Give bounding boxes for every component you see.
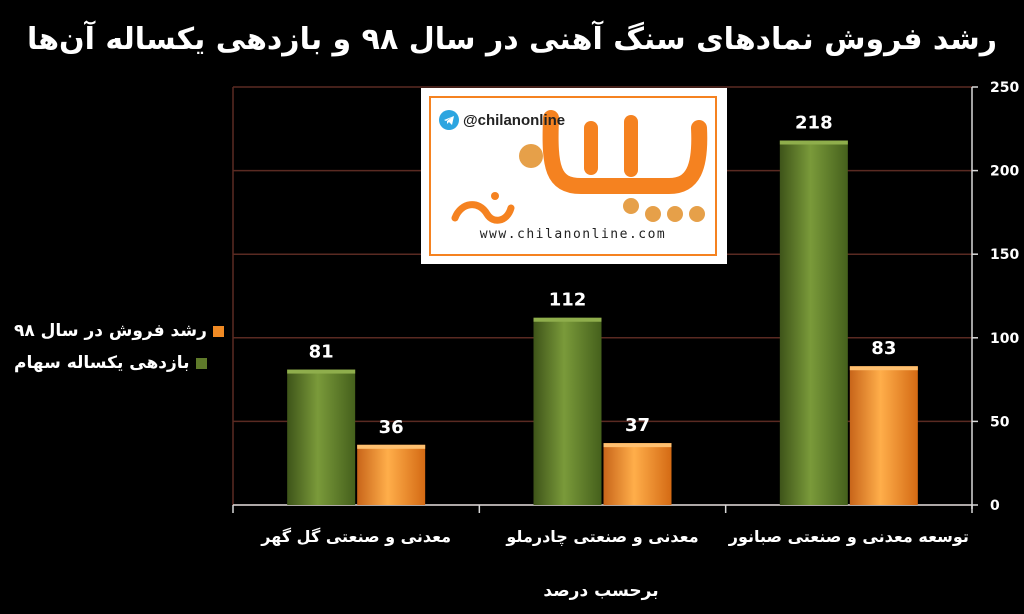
legend-label-sales: رشد فروش در سال ۹۸ <box>14 321 207 341</box>
data-label: 83 <box>871 338 896 359</box>
legend-swatch-return <box>195 357 207 369</box>
bar-annual-return <box>533 317 602 505</box>
bar-top-highlight <box>849 366 918 371</box>
bar-top-highlight <box>357 444 426 449</box>
data-label: 218 <box>795 113 833 134</box>
axes <box>232 86 978 513</box>
y-tick-label: 0 <box>990 498 1000 514</box>
logo-url: www.chilanonline.com <box>479 227 667 242</box>
tick-labels: 0 50 100 150 200 250 توسعه معدنی و صنعتی صبانو… <box>260 80 1019 547</box>
bars <box>287 140 918 505</box>
legend: رشد فروش در سال ۹۸ بازدهی یکساله سهام <box>14 315 224 379</box>
logo-mark <box>451 110 708 224</box>
bar-top-highlight <box>533 317 602 322</box>
data-label: 112 <box>549 290 587 311</box>
x-category-label: معدنی و صنعتی چادرملو <box>505 527 698 547</box>
bar-top-highlight <box>779 140 848 145</box>
data-label: 36 <box>379 417 404 438</box>
y-tick-label: 200 <box>990 164 1019 180</box>
bar-annual-return <box>779 140 848 505</box>
x-category-label: توسعه معدنی و صنعتی صبانور <box>728 527 969 546</box>
data-labels: 218 83 112 37 81 36 <box>309 113 897 438</box>
bar-annual-return <box>287 369 356 505</box>
bar-top-highlight <box>603 443 672 448</box>
y-tick-label: 100 <box>990 331 1019 347</box>
bar-sales-growth <box>357 444 426 505</box>
legend-item-sales: رشد فروش در سال ۹۸ <box>14 315 224 347</box>
data-label: 37 <box>625 415 650 436</box>
logo-handle: @chilanonline <box>439 110 565 130</box>
logo-frame: @chilanonline www.chilanonline.com <box>429 96 717 256</box>
x-axis-label: برحسب درصد <box>543 581 658 601</box>
legend-item-return: بازدهی یکساله سهام <box>14 347 224 379</box>
y-tick-label: 50 <box>990 414 1010 430</box>
x-category-label: معدنی و صنعتی گل گهر <box>260 527 451 546</box>
legend-label-return: بازدهی یکساله سهام <box>14 353 190 373</box>
data-label: 81 <box>309 342 334 363</box>
chart-title: رشد فروش نمادهای سنگ آهنی در سال ۹۸ و با… <box>26 22 998 57</box>
bar-top-highlight <box>287 369 356 374</box>
bar-sales-growth <box>603 443 672 505</box>
y-tick-label: 150 <box>990 247 1019 263</box>
y-tick-label: 250 <box>990 80 1019 96</box>
logo-handle-text: @chilanonline <box>463 111 566 129</box>
telegram-icon <box>439 110 459 130</box>
watermark-logo: @chilanonline www.chilanonline.com <box>421 88 727 264</box>
bar-sales-growth <box>849 366 918 505</box>
legend-swatch-sales <box>212 325 224 337</box>
